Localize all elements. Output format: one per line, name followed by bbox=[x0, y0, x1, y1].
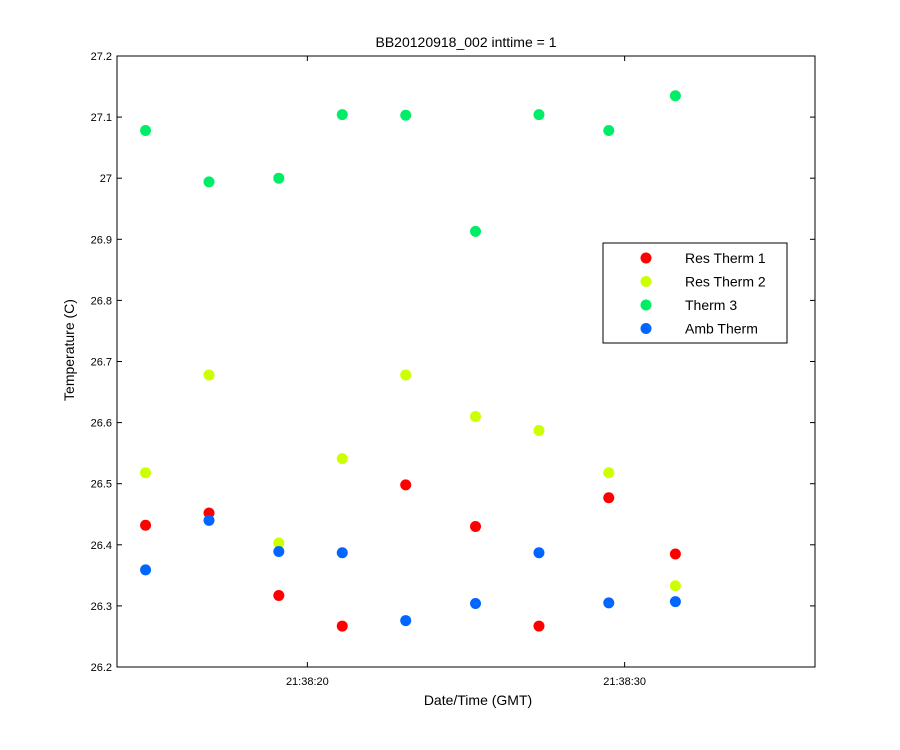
legend: Res Therm 1 Res Therm 2 Therm 3 Amb Therm bbox=[602, 242, 788, 344]
point-series-2 bbox=[470, 225, 482, 237]
y-tick-label: 27.2 bbox=[91, 51, 112, 63]
y-tick-label: 26.2 bbox=[91, 662, 112, 674]
point-series-2 bbox=[669, 90, 681, 102]
point-series-0 bbox=[669, 548, 681, 560]
y-tick-label: 26.8 bbox=[91, 295, 112, 307]
y-axis-label: Temperature (C) bbox=[61, 299, 77, 401]
point-series-1 bbox=[203, 369, 215, 381]
x-tick-label: 21:38:20 bbox=[286, 676, 329, 688]
y-tick-label: 26.4 bbox=[91, 540, 112, 552]
point-series-0 bbox=[140, 519, 152, 531]
x-axis-label: Date/Time (GMT) bbox=[424, 692, 532, 708]
legend-label: Amb Therm bbox=[685, 321, 758, 337]
point-series-3 bbox=[533, 547, 545, 559]
point-series-0 bbox=[273, 590, 285, 602]
y-tick-label: 27.1 bbox=[91, 112, 112, 124]
legend-marker bbox=[640, 276, 652, 287]
legend-label: Therm 3 bbox=[685, 297, 737, 313]
point-series-3 bbox=[669, 596, 681, 608]
point-series-1 bbox=[140, 467, 152, 479]
legend-box bbox=[602, 242, 788, 344]
point-series-2 bbox=[603, 125, 615, 137]
legend-marker bbox=[640, 299, 652, 311]
point-series-0 bbox=[470, 520, 482, 532]
point-series-1 bbox=[603, 467, 615, 479]
legend-label: Res Therm 2 bbox=[685, 274, 766, 290]
point-series-2 bbox=[533, 109, 545, 121]
chart-title: BB20120918_002 inttime = 1 bbox=[376, 34, 557, 50]
y-tick-label: 26.6 bbox=[91, 418, 112, 430]
y-axis-ticks: 26.2 26.3 26.4 26.5 26.6 26.7 26.8 26.9 27 27.1 27… bbox=[91, 51, 815, 674]
point-series-1 bbox=[336, 453, 348, 465]
point-series-3 bbox=[400, 615, 412, 627]
point-series-3 bbox=[140, 564, 152, 576]
point-series-2 bbox=[400, 109, 412, 121]
point-series-1 bbox=[669, 580, 681, 592]
legend-marker bbox=[640, 323, 652, 334]
legend-marker bbox=[640, 252, 652, 264]
y-tick-label: 26.7 bbox=[91, 357, 112, 369]
point-series-2 bbox=[273, 172, 285, 184]
y-tick-label: 26.9 bbox=[91, 234, 112, 246]
point-series-1 bbox=[470, 410, 482, 422]
point-series-1 bbox=[533, 425, 545, 437]
legend-label: Res Therm 1 bbox=[685, 250, 766, 266]
plot-area bbox=[116, 55, 816, 668]
point-series-3 bbox=[203, 514, 215, 526]
point-series-2 bbox=[203, 176, 215, 188]
point-series-0 bbox=[603, 492, 615, 504]
y-tick-label: 26.5 bbox=[91, 479, 112, 491]
point-series-3 bbox=[273, 546, 285, 558]
point-series-2 bbox=[336, 109, 348, 121]
data-points bbox=[140, 90, 681, 632]
point-series-0 bbox=[400, 479, 412, 491]
y-tick-label: 26.3 bbox=[91, 601, 112, 613]
point-series-0 bbox=[336, 620, 348, 632]
point-series-3 bbox=[470, 597, 482, 609]
point-series-2 bbox=[140, 125, 152, 137]
y-tick-label: 27 bbox=[100, 173, 112, 185]
point-series-1 bbox=[400, 369, 412, 381]
point-series-3 bbox=[336, 547, 348, 559]
point-series-0 bbox=[533, 620, 545, 632]
x-axis-ticks: 21:38:20 21:38:30 bbox=[286, 56, 646, 688]
x-tick-label: 21:38:30 bbox=[603, 676, 646, 688]
point-series-1 bbox=[273, 537, 285, 549]
point-series-3 bbox=[603, 597, 615, 609]
